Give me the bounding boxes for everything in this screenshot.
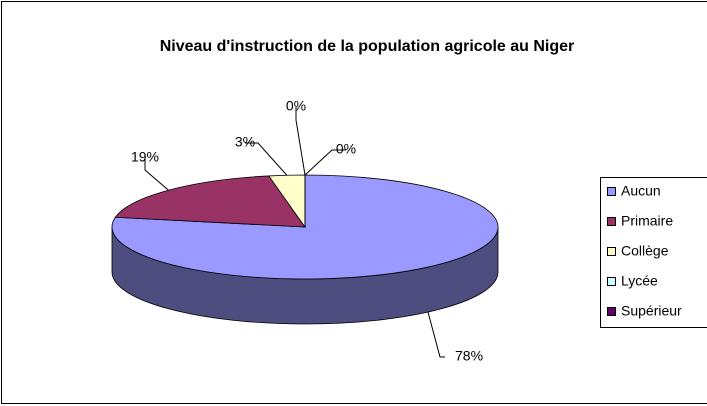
legend-swatch [607,247,616,256]
slice [114,175,306,228]
legend-label: Supérieur [621,303,682,319]
data-label: 78% [455,348,483,364]
legend-label: Primaire [621,213,673,229]
legend-box [600,177,707,328]
legend-label: Lycée [621,273,658,289]
legend-swatch [607,277,616,286]
legend-label: Collège [621,243,669,259]
chart-title: Niveau d'instruction de la population ag… [159,38,575,55]
data-label: 0% [336,141,356,157]
data-label: 0% [286,98,306,114]
data-label: 19% [131,149,159,165]
leader-line [304,149,346,176]
legend-label: Aucun [621,183,661,199]
leader-line [245,142,288,176]
leader-line [144,158,169,191]
legend-swatch [607,187,616,196]
data-label: 3% [235,134,255,150]
leader-line [427,311,445,358]
legend-swatch [607,307,616,316]
legend-swatch [607,217,616,226]
leader-line [295,107,306,176]
slice [111,174,499,280]
